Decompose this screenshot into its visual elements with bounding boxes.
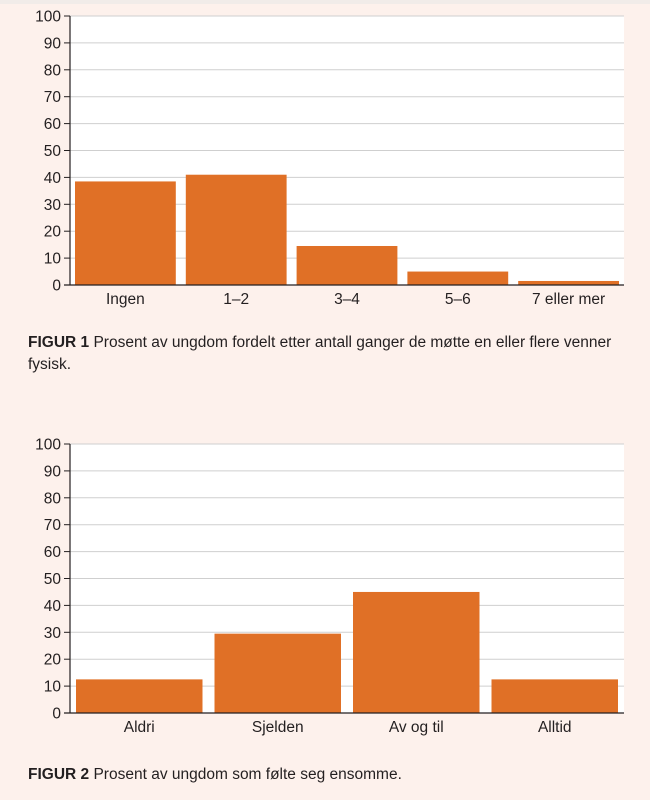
- bar-2: [214, 633, 341, 713]
- y-tick-label: 10: [44, 679, 62, 696]
- category-label: Ingen: [106, 291, 145, 308]
- top-band: [0, 0, 650, 4]
- y-tick-label: 0: [52, 278, 61, 295]
- category-label: Sjelden: [252, 719, 304, 736]
- y-tick-label: 90: [44, 463, 62, 480]
- category-label: 7 eller mer: [532, 291, 605, 308]
- y-tick-label: 30: [44, 197, 62, 214]
- y-tick-label: 30: [44, 625, 62, 642]
- y-tick-label: 90: [44, 35, 62, 52]
- figure-2-caption: FIGUR 2 Prosent av ungdom som følte seg …: [28, 764, 618, 786]
- y-tick-label: 70: [44, 89, 62, 106]
- y-tick-label: 60: [44, 116, 62, 133]
- y-tick-label: 0: [52, 706, 61, 723]
- chart-1: 0 10 20 30 40 50 60 70 80 90 100 Ingen 1–2 3–4 5–6 7 el…: [0, 0, 650, 320]
- y-tick-label: 100: [35, 9, 61, 26]
- y-tick-label: 70: [44, 517, 62, 534]
- figure-2-label: FIGUR 2: [28, 766, 90, 783]
- y-tick-label: 80: [44, 62, 62, 79]
- bar-5: [518, 280, 619, 285]
- bar-3: [353, 591, 480, 713]
- chart-1-svg: 0 10 20 30 40 50 60 70 80 90 100 Ingen 1–2 3–4 5–6 7 el…: [35, 9, 624, 308]
- bar-1: [76, 679, 203, 713]
- y-tick-label: 10: [44, 251, 62, 268]
- category-label: Aldri: [124, 719, 155, 736]
- category-label: Alltid: [538, 719, 572, 736]
- figure-1-text: Prosent av ungdom fordelt etter antall g…: [28, 334, 612, 373]
- category-label: 1–2: [223, 291, 249, 308]
- bar-4: [407, 271, 509, 285]
- category-label: Av og til: [389, 719, 444, 736]
- bar-2: [185, 174, 287, 285]
- figure-1-label: FIGUR 1: [28, 334, 90, 351]
- y-tick-label: 80: [44, 490, 62, 507]
- y-tick-label: 40: [44, 598, 62, 615]
- y-tick-label: 50: [44, 571, 62, 588]
- y-tick-label: 50: [44, 143, 62, 160]
- bar-3: [296, 245, 398, 285]
- y-tick-label: 40: [44, 170, 62, 187]
- y-tick-label: 100: [35, 437, 61, 454]
- category-label: 5–6: [445, 291, 471, 308]
- chart-2-svg: 0 10 20 30 40 50 60 70 80 90 100 Aldri Sjelden Av og …: [35, 437, 624, 736]
- figure-1-caption: FIGUR 1 Prosent av ungdom fordelt etter …: [28, 332, 618, 376]
- bar-1: [75, 181, 176, 285]
- y-tick-label: 60: [44, 544, 62, 561]
- bar-4: [491, 679, 618, 713]
- figure-2-text: Prosent av ungdom som følte seg ensomme.: [93, 766, 402, 783]
- category-label: 3–4: [334, 291, 360, 308]
- y-tick-label: 20: [44, 224, 62, 241]
- chart-2: 0 10 20 30 40 50 60 70 80 90 100 Aldri Sjelden Av og …: [0, 428, 650, 748]
- y-tick-label: 20: [44, 652, 62, 669]
